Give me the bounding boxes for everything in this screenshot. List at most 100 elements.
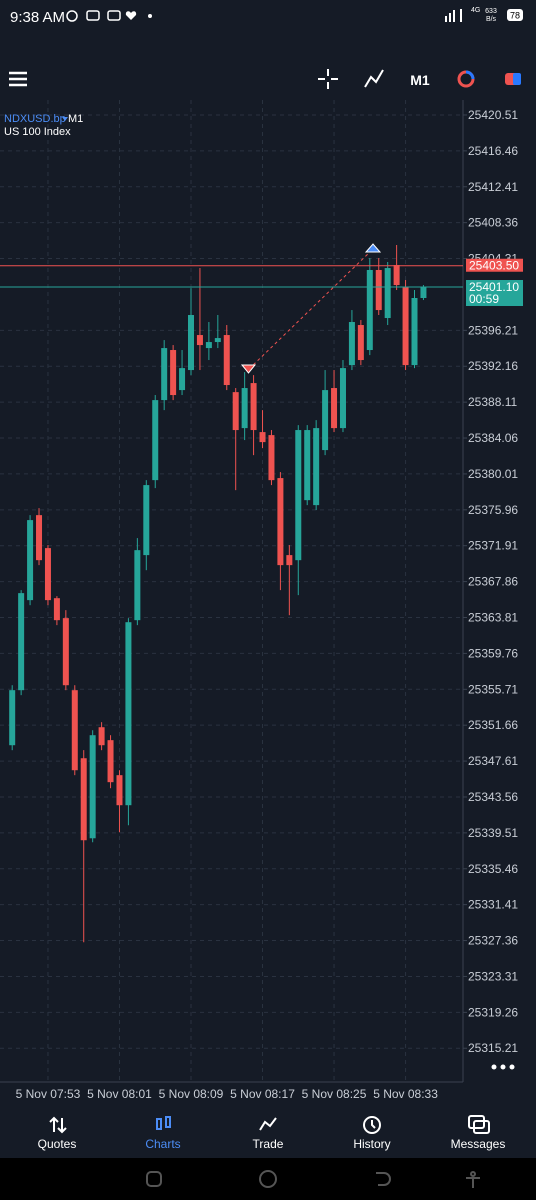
chart-timeframe: M1 — [68, 113, 83, 125]
chart-overlay: NDXUSD.bp M1 US 100 Index — [4, 113, 515, 1070]
candle-body — [205, 342, 212, 349]
candle-body — [366, 269, 373, 351]
candle-body — [134, 550, 141, 621]
buy-marker — [364, 243, 382, 253]
y-tick-label: 25327.36 — [468, 934, 518, 948]
y-tick-label: 25335.46 — [468, 862, 518, 876]
candle-body — [420, 287, 427, 298]
network: 4G — [471, 7, 480, 14]
candle-body — [80, 758, 87, 841]
y-tick-label: 25380.01 — [468, 467, 518, 481]
status-icons — [66, 10, 121, 22]
candle-body — [295, 430, 302, 561]
candle-body — [331, 388, 338, 429]
trade-button-accent — [513, 73, 521, 85]
candle-body — [259, 432, 266, 443]
menu-button[interactable] — [9, 71, 27, 87]
x-tick-label: 5 Nov 08:01 — [87, 1087, 152, 1101]
y-tick-label: 25367.86 — [468, 575, 518, 589]
candle-body — [125, 622, 132, 806]
candle-body — [348, 322, 355, 366]
timeframe-button[interactable]: M1 — [410, 72, 430, 88]
candle-body — [250, 383, 257, 431]
y-tick-label: 25396.21 — [468, 323, 518, 337]
status-bar: 9:38 AM 4G 633 B/s 78 — [10, 7, 523, 26]
candle-body — [89, 735, 96, 839]
symbol-dropdown[interactable] — [62, 117, 68, 121]
nav-item[interactable]: Trade — [253, 1137, 284, 1151]
nav-bg — [0, 1108, 536, 1158]
y-tick-label: 25412.41 — [468, 180, 518, 194]
candle-body — [27, 520, 34, 601]
speed: 633 — [485, 8, 497, 15]
candle-body — [357, 325, 364, 361]
y-tick-label: 25339.51 — [468, 826, 518, 840]
y-tick-label: 25315.21 — [468, 1041, 518, 1055]
candle-body — [277, 478, 284, 566]
status-icon — [125, 11, 137, 20]
y-tick-label: 25408.36 — [468, 216, 518, 230]
speed-unit: B/s — [486, 16, 497, 23]
y-tick-label: 25420.51 — [468, 108, 518, 122]
status-dot — [148, 14, 152, 18]
candle-body — [286, 555, 293, 566]
battery — [507, 9, 523, 21]
y-tick-label: 25416.46 — [468, 144, 518, 158]
price-label-bg — [466, 280, 523, 307]
candle-body — [53, 598, 60, 621]
chart: 25315.21 25319.26 25323.31 25327.36 25331.41… — [0, 100, 523, 1101]
nav-item[interactable]: Quotes — [38, 1137, 77, 1151]
countdown: 00:59 — [469, 292, 499, 306]
candle-body — [393, 265, 400, 286]
signal — [445, 9, 462, 22]
crosshair-button[interactable] — [318, 69, 338, 89]
y-tick-label: 25392.16 — [468, 359, 518, 373]
candle-body — [170, 350, 177, 396]
candle-body — [62, 618, 69, 686]
toolbar: M1 — [9, 69, 521, 89]
candle-body — [152, 400, 159, 481]
more-button[interactable] — [491, 1064, 515, 1070]
y-tick-label: 25331.41 — [468, 898, 518, 912]
candle-body — [304, 430, 311, 501]
price-label-bg — [466, 258, 523, 272]
sell-marker — [240, 364, 257, 374]
y-tick-label: 25375.96 — [468, 503, 518, 517]
y-tick-label: 25347.61 — [468, 754, 518, 768]
description: US 100 Index — [4, 126, 71, 138]
candle-body — [232, 392, 239, 431]
y-tick-label: 25319.26 — [468, 1005, 518, 1019]
indicators-button[interactable] — [364, 69, 384, 88]
y-tick-label: 25363.81 — [468, 610, 518, 624]
y-tick-label: 25388.11 — [468, 395, 517, 409]
x-tick-label: 5 Nov 08:33 — [373, 1087, 438, 1101]
symbol[interactable]: NDXUSD.bp — [4, 113, 66, 125]
y-tick-label: 25351.66 — [468, 718, 518, 732]
x-tick-label: 5 Nov 08:25 — [302, 1087, 367, 1101]
battery-level: 78 — [510, 11, 520, 21]
nav-icons — [49, 1115, 490, 1134]
candle-body — [71, 690, 78, 771]
y-tick-label: 25384.06 — [468, 431, 518, 445]
candle-body — [268, 435, 275, 481]
y-tick-label: 25359.76 — [468, 646, 518, 660]
candle-body — [143, 485, 150, 556]
x-tick-label: 5 Nov 08:09 — [159, 1087, 224, 1101]
clock: 9:38 AM — [10, 9, 65, 26]
nav-item[interactable]: Charts — [145, 1137, 180, 1151]
price-label: 25403.50 — [469, 259, 519, 273]
candle-body — [9, 690, 16, 746]
objects-button-accent — [465, 70, 475, 80]
candle-body — [241, 388, 248, 429]
y-tick-label: 25343.56 — [468, 790, 518, 804]
candle-body — [36, 515, 43, 561]
nav-item[interactable]: Messages — [451, 1137, 506, 1151]
candle-body — [44, 548, 51, 601]
candle-body — [339, 368, 346, 429]
nav-item[interactable]: History — [353, 1137, 390, 1151]
price-label: 25401.10 — [469, 280, 519, 294]
candle-body — [161, 348, 168, 401]
candle-body — [179, 368, 186, 391]
